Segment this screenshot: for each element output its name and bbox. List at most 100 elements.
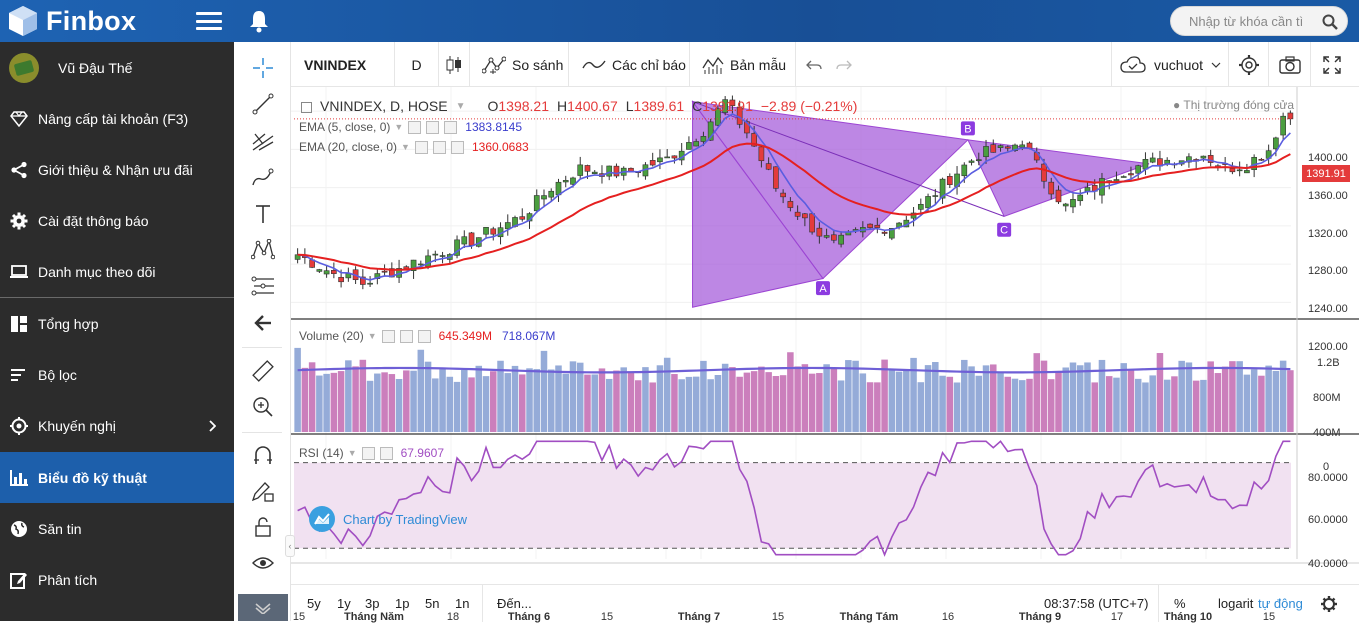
sidebar-item-overview[interactable]: Tổng hợp — [0, 298, 234, 349]
low-label: L — [625, 98, 634, 114]
lock-drawings-tool[interactable] — [250, 478, 276, 504]
volume-bar — [1069, 362, 1077, 432]
search-input[interactable] — [1189, 13, 1317, 29]
account-menu[interactable]: vuchuot — [1111, 42, 1221, 87]
clock-display[interactable]: 08:37:58 (UTC+7) — [1044, 585, 1160, 622]
pattern-tool[interactable] — [250, 237, 276, 263]
price-chart-canvas[interactable]: A B C — [291, 87, 1359, 584]
chart-settings-button[interactable] — [1228, 42, 1268, 87]
eye-icon[interactable] — [414, 140, 428, 154]
undo-redo-group — [795, 42, 852, 87]
collapse-left-handle[interactable]: ‹ — [285, 535, 295, 557]
close-icon[interactable] — [444, 120, 458, 134]
menu-toggle-button[interactable] — [196, 9, 222, 33]
eye-icon[interactable] — [381, 329, 395, 343]
ruler-icon — [252, 360, 274, 382]
eye-icon — [252, 557, 274, 569]
chevron-down-icon[interactable]: ▼ — [455, 100, 466, 112]
range-1p[interactable]: 1p — [395, 585, 409, 622]
redo-icon[interactable] — [836, 58, 852, 72]
volume-bar — [932, 362, 939, 432]
auto-scale-toggle[interactable]: tự động — [1258, 585, 1303, 622]
search-box[interactable] — [1170, 6, 1348, 36]
volume-bar — [1287, 370, 1294, 432]
measure-tool[interactable] — [250, 358, 276, 384]
volume-bar — [1243, 374, 1251, 432]
eye-icon[interactable] — [408, 120, 422, 134]
sidebar-item-referral[interactable]: Giới thiệu & Nhận ưu đãi — [0, 144, 234, 195]
back-arrow-tool[interactable] — [250, 310, 276, 336]
sidebar-item-notification-settings[interactable]: Cài đặt thông báo — [0, 196, 234, 247]
gear-icon[interactable] — [426, 120, 440, 134]
templates-button[interactable]: Bản mẫu — [689, 42, 786, 87]
ema20-line — [297, 142, 1291, 271]
zoom-tool[interactable] — [250, 394, 276, 420]
undo-icon[interactable] — [806, 58, 822, 72]
ema5-value: 1383.8145 — [465, 120, 523, 134]
range-1y[interactable]: 1y — [337, 585, 351, 622]
sidebar-item-news[interactable]: Săn tin — [0, 503, 234, 554]
fib-tool[interactable] — [250, 273, 276, 299]
pattern-triangle-right — [967, 139, 1150, 217]
clock-text: 08:37:58 (UTC+7) — [1044, 596, 1149, 611]
candle-body — [722, 99, 728, 113]
percent-toggle[interactable]: % — [1174, 585, 1186, 622]
time-axis-label: Tháng 9 — [1018, 611, 1062, 623]
sidebar-item-watchlist[interactable]: Danh mục theo dõi — [0, 247, 234, 299]
close-icon[interactable] — [417, 329, 431, 343]
axis-settings-button[interactable] — [1321, 585, 1337, 622]
range-5y[interactable]: 5y — [307, 585, 321, 622]
eye-icon[interactable] — [361, 446, 375, 460]
pitchfork-tool[interactable] — [250, 128, 276, 154]
brand-logo[interactable]: Finbox — [6, 4, 136, 38]
user-profile[interactable]: Vũ Đậu Thế — [0, 42, 234, 93]
volume-bar — [605, 378, 613, 432]
lock-tool[interactable] — [250, 514, 276, 540]
volume-bar — [721, 363, 729, 432]
visibility-tool[interactable] — [250, 550, 276, 576]
brush-tool[interactable] — [250, 165, 276, 191]
range-3p[interactable]: 3p — [365, 585, 379, 622]
compare-button[interactable]: So sánh — [469, 42, 563, 87]
close-icon[interactable] — [450, 140, 464, 154]
tradingview-watermark[interactable]: Chart by TradingView — [309, 506, 467, 532]
range-1n[interactable]: 1n — [455, 585, 469, 622]
rsi-axis-label: 80.0000 — [1308, 472, 1348, 484]
snapshot-button[interactable] — [1268, 42, 1310, 87]
sidebar-item-technical-chart[interactable]: Biểu đồ kỹ thuật — [0, 452, 234, 504]
pitchfork-icon — [252, 133, 274, 151]
crosshair-icon — [253, 58, 273, 78]
gear-icon[interactable] — [399, 329, 413, 343]
interval-button[interactable]: D — [394, 42, 438, 87]
collapse-toolbar-button[interactable] — [238, 594, 288, 621]
indicators-button[interactable]: Các chỉ báo — [568, 42, 686, 87]
sidebar-item-filter[interactable]: Bộ lọc — [0, 349, 234, 400]
goto-date-button[interactable]: Đến... — [482, 585, 532, 622]
log-toggle[interactable]: logarit — [1218, 585, 1253, 622]
goto-label: Đến... — [497, 596, 532, 611]
trend-line-tool[interactable] — [250, 91, 276, 117]
symbol-search[interactable]: VNINDEX — [304, 42, 366, 87]
chart-plot[interactable]: A B C VNINDEX, D, HOSE ▼ O1398.21 H1400.67… — [285, 87, 1359, 623]
sidebar-item-recommendations[interactable]: Khuyến nghị — [0, 401, 234, 452]
candle-body — [1004, 146, 1011, 149]
gear-icon[interactable] — [432, 140, 446, 154]
sidebar-item-upgrade[interactable]: Nâng cấp tài khoản (F3) — [0, 93, 234, 144]
sidebar-item-analysis[interactable]: Phân tích — [0, 555, 234, 606]
chart-style-button[interactable] — [438, 42, 468, 87]
search-icon[interactable] — [1322, 14, 1338, 30]
gear-icon[interactable] — [379, 446, 393, 460]
collapse-legend-icon[interactable] — [301, 101, 312, 113]
fullscreen-button[interactable] — [1310, 42, 1352, 87]
magnet-tool[interactable] — [250, 442, 276, 468]
interval-label: D — [411, 56, 422, 73]
range-5n[interactable]: 5n — [425, 585, 439, 622]
user-label: vuchuot — [1154, 56, 1204, 73]
pattern-label-text: C — [1000, 225, 1008, 237]
candlestick-icon — [446, 55, 461, 74]
text-tool[interactable] — [250, 201, 276, 227]
notification-bell-icon[interactable] — [247, 8, 271, 34]
candle-body — [707, 121, 714, 141]
crosshair-tool[interactable] — [250, 55, 276, 81]
volume-bar — [1113, 377, 1120, 432]
